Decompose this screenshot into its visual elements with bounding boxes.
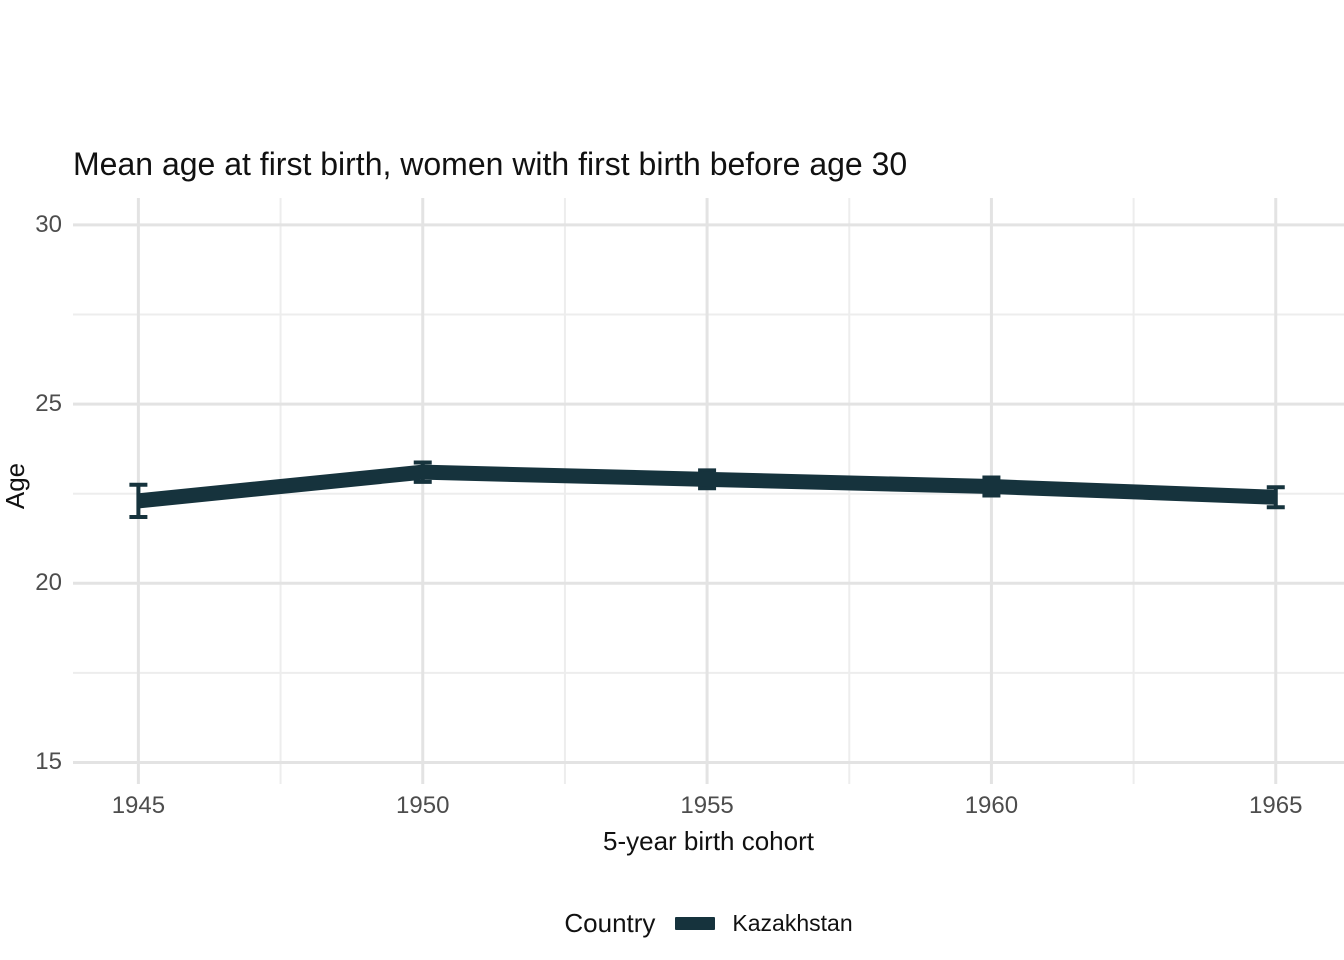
x-tick-label-1955: 1955 bbox=[680, 792, 734, 819]
legend-key-kazakhstan bbox=[675, 916, 716, 930]
x-tick-label-1945: 1945 bbox=[111, 792, 166, 819]
y-tick-label-20: 20 bbox=[35, 569, 62, 597]
legend-label-kazakhstan: Kazakhstan bbox=[732, 909, 853, 936]
chart-title: Mean age at first birth, women with firs… bbox=[73, 146, 908, 182]
y-tick-label-15: 15 bbox=[35, 748, 62, 776]
x-tick-label-1960: 1960 bbox=[964, 792, 1019, 819]
x-tick-label-1965: 1965 bbox=[1249, 792, 1303, 819]
x-tick-label-1950: 1950 bbox=[396, 792, 450, 819]
series-line-kazakhstan bbox=[137, 464, 1277, 509]
x-axis-title: 5-year birth cohort bbox=[603, 826, 814, 856]
y-tick-label-30: 30 bbox=[35, 210, 62, 238]
y-tick-label-25: 25 bbox=[35, 390, 62, 418]
legend-title: Country bbox=[564, 907, 656, 938]
legend: Country Kazakhstan bbox=[73, 903, 1344, 943]
